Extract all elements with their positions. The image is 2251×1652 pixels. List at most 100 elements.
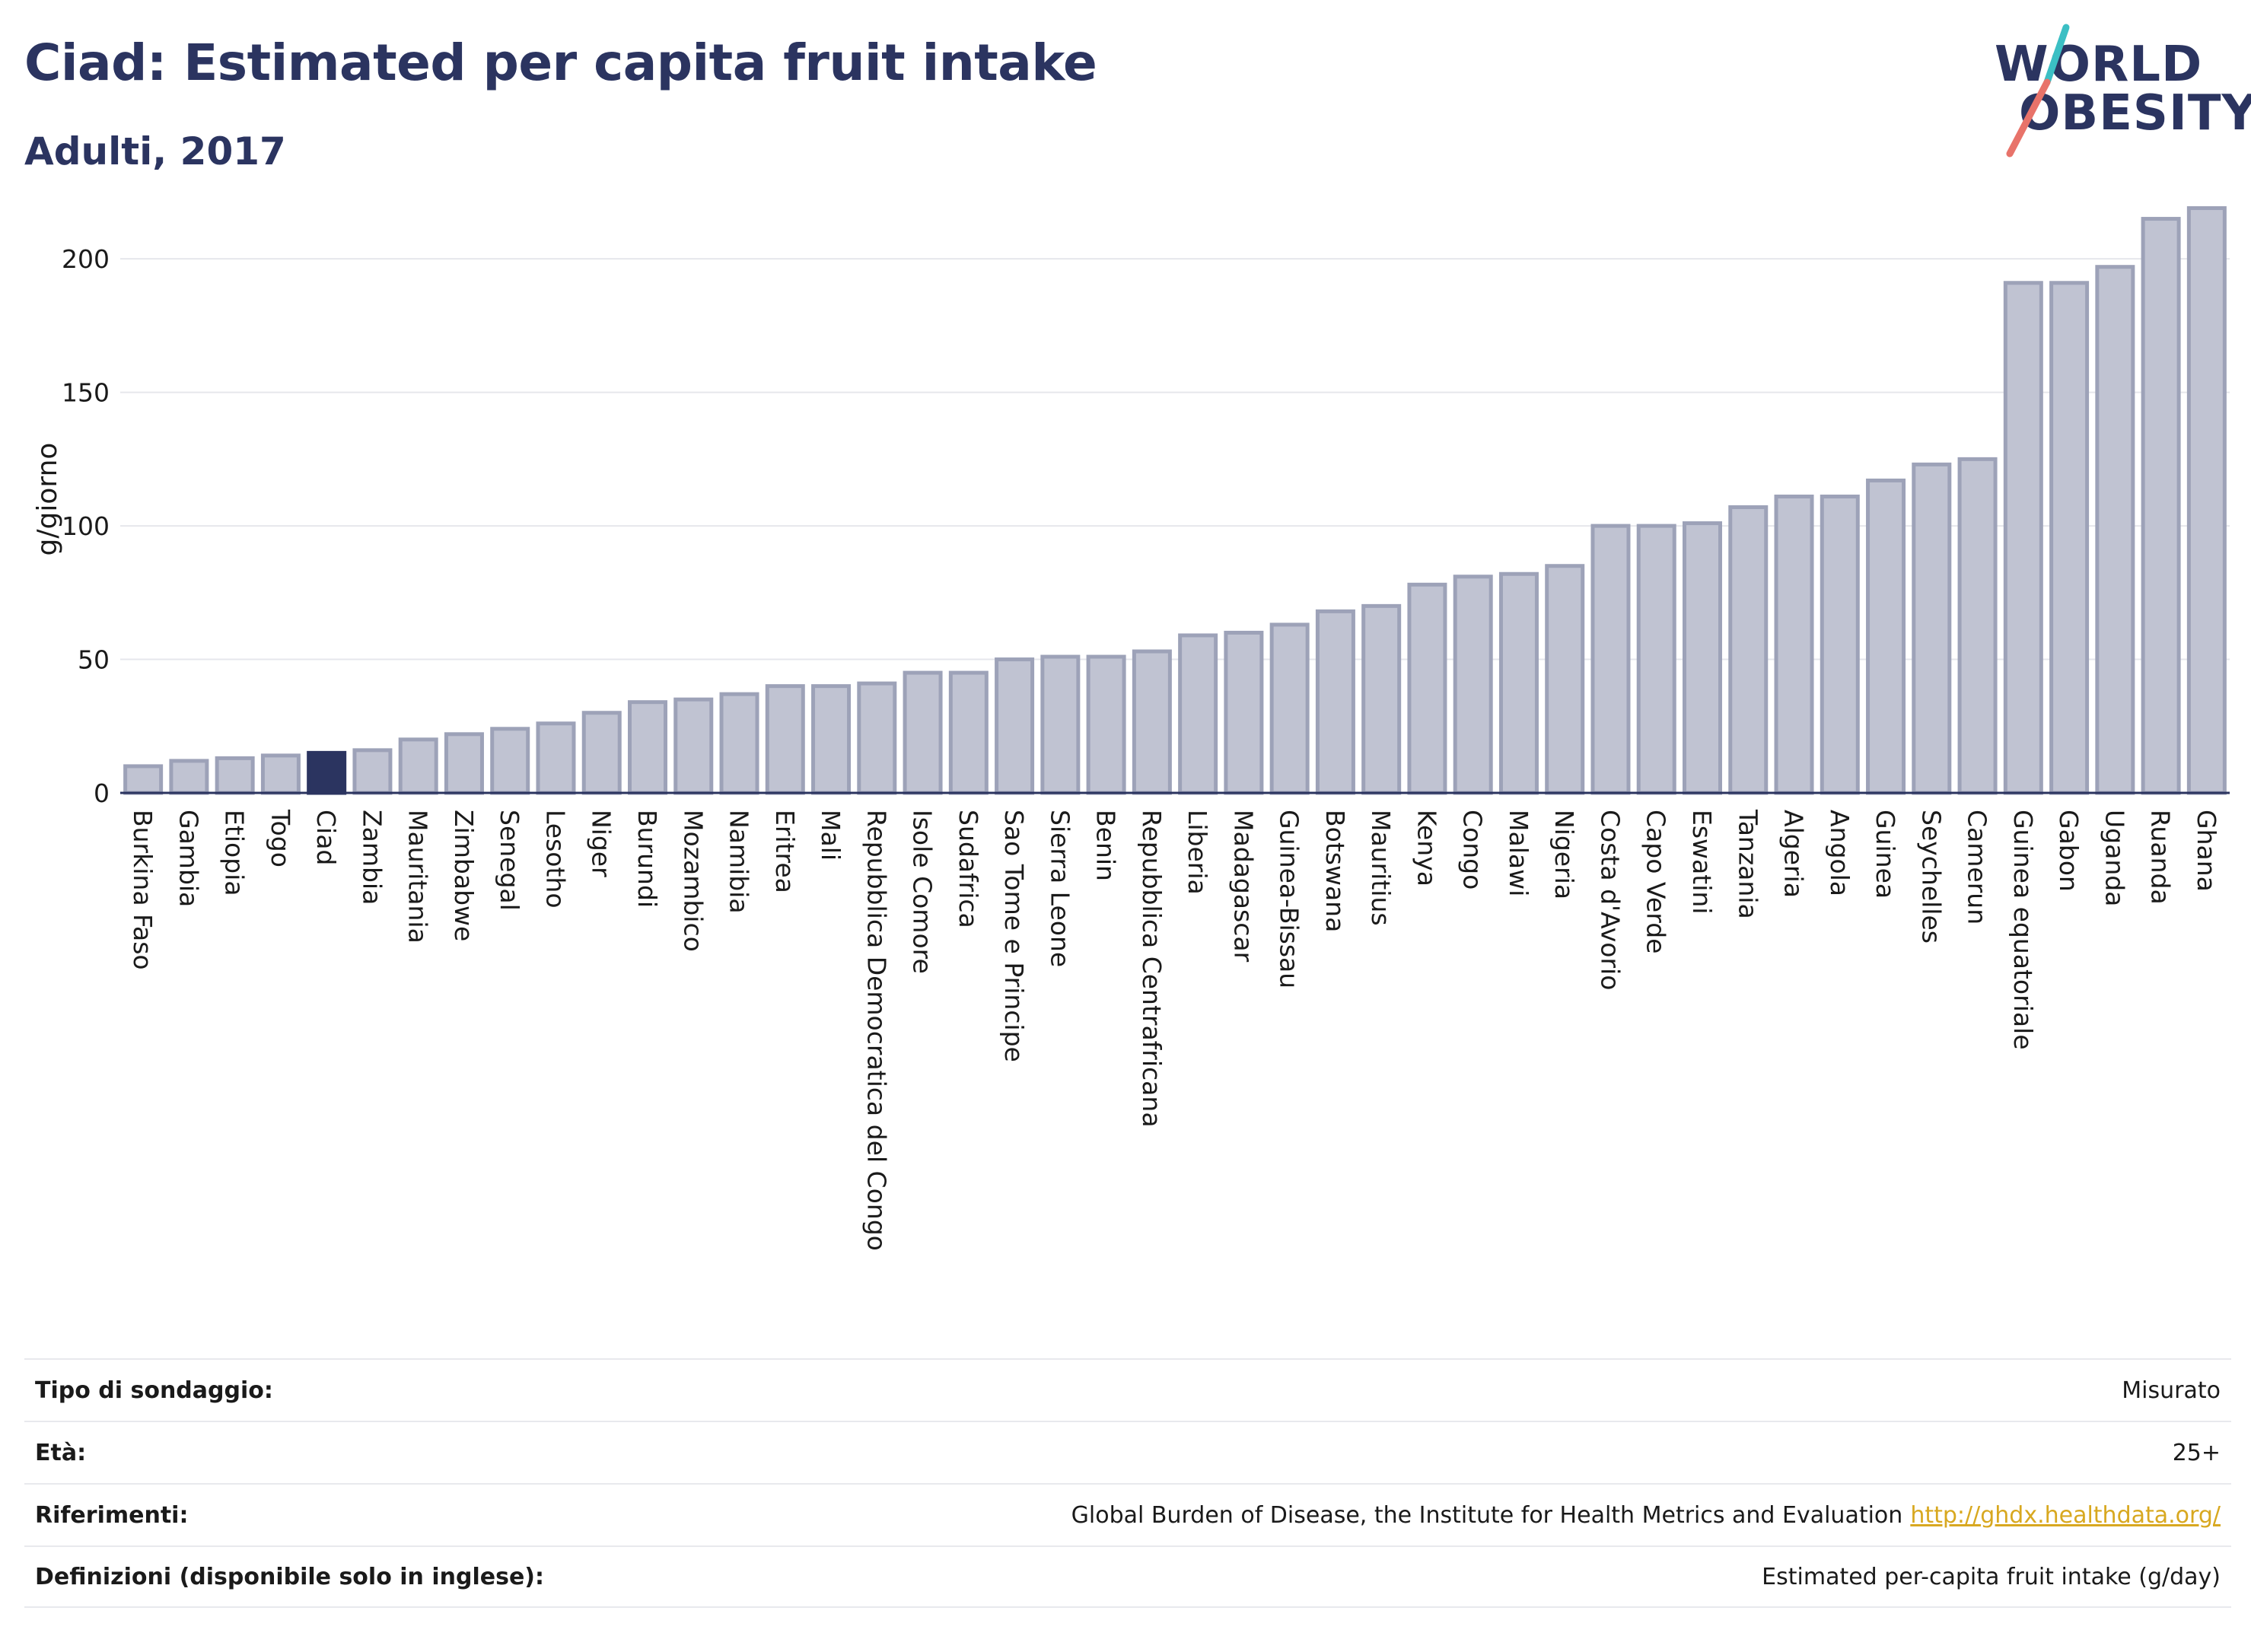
x-tick-label: Costa d'Avorio bbox=[1595, 810, 1625, 990]
x-tick-label: Burkina Faso bbox=[128, 810, 158, 970]
bar bbox=[765, 684, 805, 795]
x-tick-label: Mauritania bbox=[403, 810, 433, 944]
bar bbox=[1178, 633, 1218, 795]
x-tick-label: Uganda bbox=[2100, 810, 2129, 906]
logo-line-2: OBESITY bbox=[2019, 85, 2251, 142]
x-tick-label: Gabon bbox=[2054, 810, 2084, 892]
info-label: Età: bbox=[35, 1439, 87, 1466]
bar bbox=[2003, 281, 2043, 795]
bar bbox=[1590, 524, 1631, 795]
logo-slash-coral bbox=[2006, 78, 2051, 158]
bar bbox=[1636, 524, 1676, 795]
info-row-references: Riferimenti: Global Burden of Disease, t… bbox=[24, 1483, 2231, 1545]
logo-slash-teal bbox=[2043, 24, 2070, 86]
bar bbox=[719, 692, 759, 795]
x-tick-label: Zimbabwe bbox=[449, 810, 479, 941]
bar bbox=[1453, 575, 1493, 795]
bar bbox=[1545, 564, 1585, 795]
x-tick-label: Ciad bbox=[311, 810, 341, 865]
info-label: Riferimenti: bbox=[35, 1501, 189, 1529]
x-tick-label: Togo bbox=[266, 809, 295, 867]
x-tick-label: Gambia bbox=[174, 810, 203, 907]
bar bbox=[352, 748, 393, 795]
x-tick-label: Etiopia bbox=[220, 810, 250, 896]
x-tick-label: Nigeria bbox=[1549, 810, 1579, 899]
logo-line-1: WORLD bbox=[1995, 37, 2203, 93]
bar bbox=[1269, 622, 1310, 795]
y-tick-label: 200 bbox=[62, 244, 110, 274]
chart-title: Ciad: Estimated per capita fruit intake bbox=[24, 33, 1097, 92]
x-tick-label: Camerun bbox=[1963, 810, 1992, 925]
y-tick-label: 150 bbox=[62, 378, 110, 408]
y-tick-label: 100 bbox=[62, 511, 110, 541]
x-tick-label: Algeria bbox=[1779, 810, 1809, 898]
bar bbox=[215, 756, 255, 795]
x-tick-label: Sudafrica bbox=[954, 810, 983, 928]
y-tick-label: 0 bbox=[94, 778, 110, 808]
chart-subtitle: Adulti, 2017 bbox=[24, 129, 286, 173]
info-label: Tipo di sondaggio: bbox=[35, 1377, 273, 1404]
x-tick-label: Liberia bbox=[1183, 810, 1212, 895]
info-row-definitions: Definizioni (disponibile solo in inglese… bbox=[24, 1545, 2231, 1608]
x-tick-label: Guinea bbox=[1871, 810, 1900, 899]
bar bbox=[811, 684, 852, 795]
reference-link[interactable]: http://ghdx.healthdata.org/ bbox=[1910, 1501, 2221, 1529]
bar bbox=[2141, 217, 2181, 795]
x-tick-label: Guinea equatoriale bbox=[2008, 810, 2038, 1050]
info-value: Global Burden of Disease, the Institute … bbox=[1071, 1501, 1903, 1529]
bar bbox=[1498, 571, 1539, 795]
x-tick-label: Repubblica Democratica del Congo bbox=[861, 810, 891, 1251]
x-tick-label: Angola bbox=[1825, 810, 1855, 896]
bar bbox=[1957, 457, 1998, 795]
bar bbox=[490, 727, 530, 795]
bar bbox=[1315, 609, 1355, 795]
x-tick-label: Malawi bbox=[1504, 810, 1533, 896]
world-obesity-logo[interactable]: WORLD OBESITY bbox=[1975, 23, 2251, 160]
bar bbox=[1820, 494, 1860, 795]
bar bbox=[444, 732, 484, 795]
bar bbox=[260, 753, 301, 795]
info-row-age: Età: 25+ bbox=[24, 1421, 2231, 1483]
bar bbox=[1407, 582, 1447, 795]
x-tick-label: Botswana bbox=[1320, 810, 1350, 932]
bar bbox=[169, 759, 209, 795]
x-tick-label: Benin bbox=[1091, 810, 1121, 881]
bar bbox=[627, 700, 668, 795]
info-row-survey-type: Tipo di sondaggio: Misurato bbox=[24, 1358, 2231, 1421]
bar bbox=[123, 764, 164, 795]
bar bbox=[2186, 206, 2227, 795]
info-value: 25+ bbox=[2172, 1439, 2221, 1466]
x-tick-label: Lesotho bbox=[540, 810, 570, 909]
bar bbox=[307, 750, 347, 795]
info-value: Misurato bbox=[2122, 1377, 2221, 1404]
bar bbox=[1866, 478, 1906, 795]
bar bbox=[673, 697, 714, 795]
x-tick-label: Ruanda bbox=[2146, 810, 2176, 905]
bar bbox=[1728, 505, 1769, 795]
x-tick-label: Eswatini bbox=[1687, 810, 1717, 914]
x-tick-label: Burundi bbox=[632, 810, 662, 908]
x-tick-label: Isole Comore bbox=[908, 810, 938, 974]
bar bbox=[1224, 630, 1264, 795]
bar bbox=[903, 670, 943, 795]
logo-slash-icon bbox=[2006, 24, 2070, 158]
x-tick-label: Congo bbox=[1458, 810, 1488, 890]
bar bbox=[1086, 654, 1126, 795]
x-tick-label: Mauritius bbox=[1366, 810, 1396, 926]
x-tick-label: Senegal bbox=[495, 810, 524, 911]
bar bbox=[1774, 494, 1814, 795]
bar bbox=[857, 681, 897, 795]
y-tick-label: 50 bbox=[78, 645, 110, 675]
bar bbox=[1361, 603, 1402, 795]
x-tick-label: Mozambico bbox=[678, 810, 708, 952]
y-axis-title: g/giorno bbox=[32, 443, 63, 556]
info-value: Estimated per-capita fruit intake (g/day… bbox=[1762, 1563, 2221, 1590]
x-tick-label: Seychelles bbox=[1916, 810, 1946, 944]
x-tick-label: Niger bbox=[587, 810, 616, 877]
bar-chart: 0 50 100 150 200 g/giorno Burkina Faso Gambia Et… bbox=[32, 206, 2230, 1251]
bar bbox=[536, 721, 576, 795]
bar bbox=[1132, 649, 1172, 795]
bar bbox=[581, 711, 622, 795]
bar bbox=[1912, 462, 1952, 795]
bar bbox=[2049, 281, 2090, 795]
